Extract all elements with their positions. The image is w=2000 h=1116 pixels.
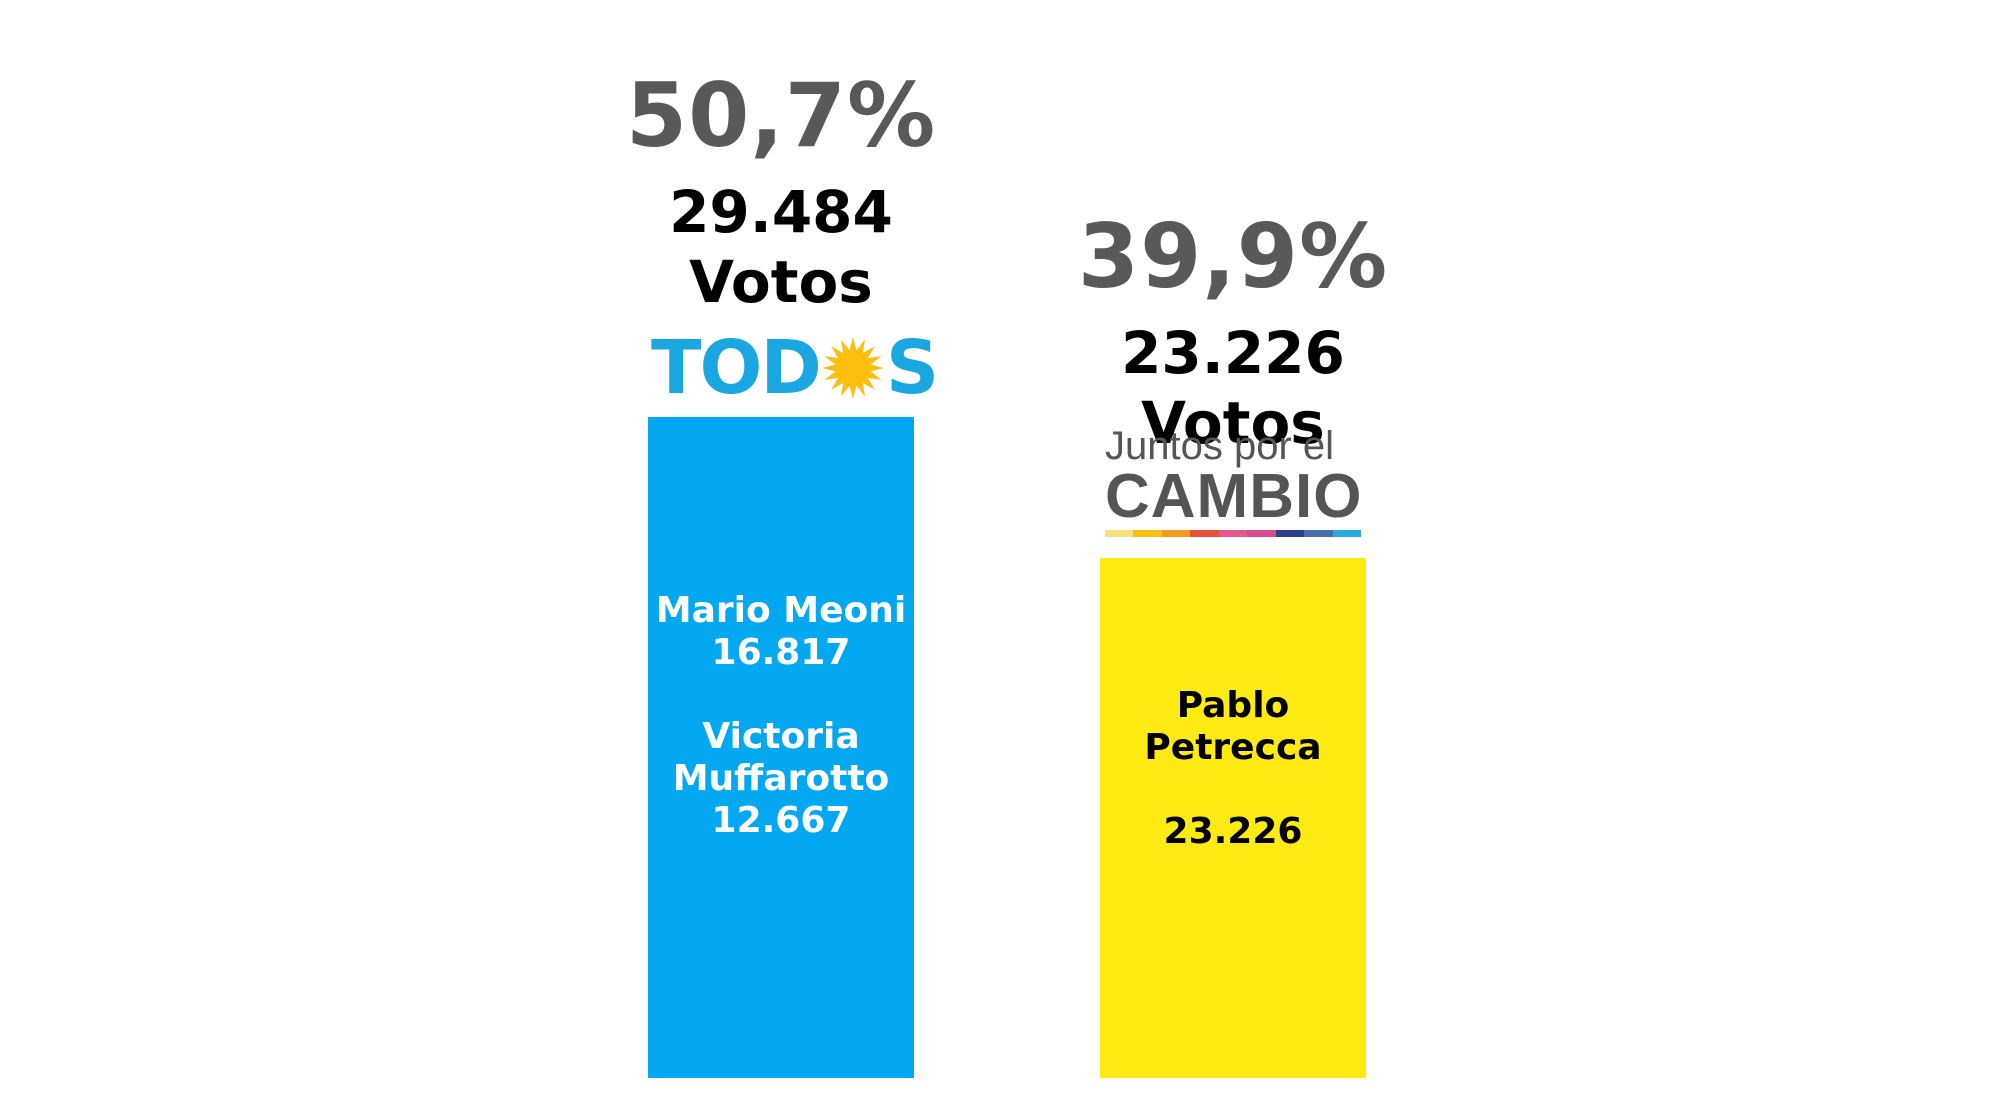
stripe-segment bbox=[1247, 529, 1276, 537]
bar-todos: Mario Meoni 16.817 Victoria Muffarotto 1… bbox=[648, 417, 914, 1078]
spacer bbox=[1100, 769, 1366, 811]
percent-label-juntos: 39,9% bbox=[1077, 204, 1389, 308]
stripe-segment bbox=[1332, 529, 1361, 537]
candidate-name: Victoria bbox=[702, 716, 860, 757]
percent-label-todos: 50,7% bbox=[625, 64, 937, 167]
todos-logo-text-left: TOD bbox=[651, 325, 822, 411]
bar-label-todos: Mario Meoni 16.817 Victoria Muffarotto 1… bbox=[648, 590, 914, 842]
candidate-name: Muffarotto bbox=[672, 758, 890, 799]
stripe-segment bbox=[1218, 529, 1248, 537]
stripe-segment bbox=[1105, 529, 1134, 537]
candidate-votes: 12.667 bbox=[711, 800, 851, 841]
juntos-logo-line1: Juntos por el bbox=[1105, 423, 1335, 468]
votes-word: Votos bbox=[1141, 388, 1325, 457]
votes-total-todos: 29.484 Votos bbox=[581, 177, 981, 317]
juntos-logo-line2: CAMBIO bbox=[1105, 461, 1363, 531]
juntos-logo-stripe bbox=[1105, 529, 1361, 537]
sun-core bbox=[836, 352, 869, 384]
candidate-name: Mario Meoni bbox=[655, 590, 907, 631]
sun-icon bbox=[821, 337, 884, 399]
candidate-name: Petrecca bbox=[1144, 726, 1322, 768]
todos-logo-text-right: S bbox=[885, 325, 939, 411]
votes-number: 23.226 bbox=[1121, 318, 1345, 387]
stripe-segment bbox=[1133, 529, 1162, 537]
stripe-segment bbox=[1161, 529, 1191, 537]
votes-word: Votos bbox=[689, 248, 873, 316]
votes-number: 29.484 bbox=[669, 178, 893, 246]
candidate-votes: 16.817 bbox=[711, 632, 851, 673]
stripe-segment bbox=[1275, 529, 1305, 537]
bar-juntos: Pablo Petrecca 23.226 bbox=[1100, 557, 1366, 1078]
juntos-logo: Juntos por el CAMBIO bbox=[1105, 426, 1361, 537]
bar-label-juntos: Pablo Petrecca 23.226 bbox=[1100, 685, 1366, 853]
todos-logo: TOD S bbox=[651, 325, 939, 411]
votes-total-juntos: 23.226 Votos bbox=[1033, 318, 1433, 458]
candidate-votes: 23.226 bbox=[1163, 810, 1303, 852]
spacer bbox=[648, 674, 914, 716]
stripe-segment bbox=[1304, 529, 1333, 537]
stripe-segment bbox=[1190, 529, 1219, 537]
candidate-name: Pablo bbox=[1176, 684, 1290, 726]
